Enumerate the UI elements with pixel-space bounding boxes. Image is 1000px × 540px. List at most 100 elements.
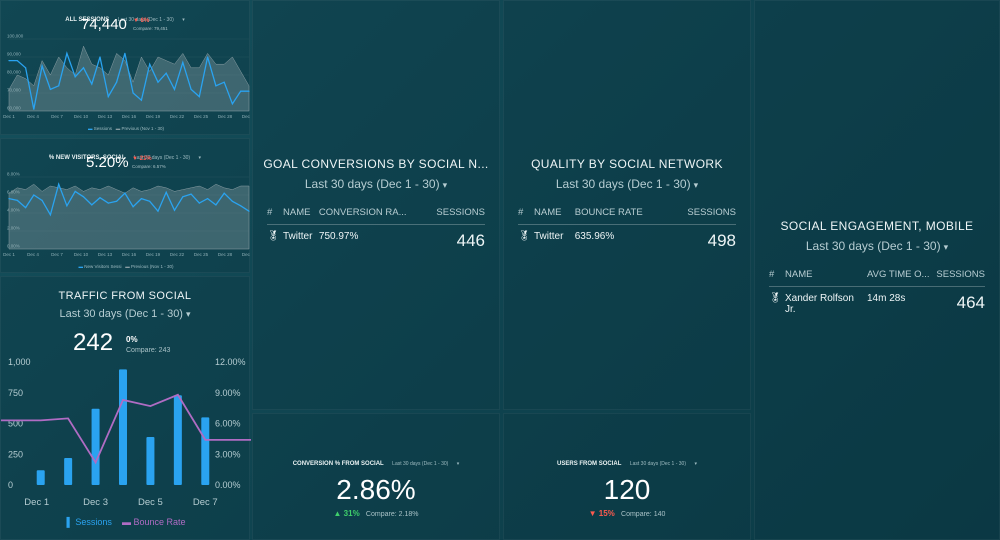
x-tick-label: Dec 10 [74,252,89,257]
x-tick-label: Dec 7 [193,497,218,507]
col-metric: CONVERSION RA... [318,203,426,225]
engagement-range-text: Last 30 days (Dec 1 - 30) [805,239,941,253]
col-sessions: SESSIONS [668,203,736,225]
y-tick-label-left: 750 [8,388,23,398]
data-point [207,198,209,200]
data-point [240,90,242,92]
y-tick-label-right: 3.00% [215,449,241,459]
traffic-range-text: Last 30 days (Dec 1 - 30) [59,308,183,320]
x-tick-label: Dec 4 [27,114,39,119]
data-point [49,88,51,90]
table-row[interactable]: 🏅︎ Xander Rolfson Jr. 14m 28s 464 [769,287,985,322]
bar [201,417,210,485]
legend-sessions: Sessions [75,517,112,527]
engagement-tile[interactable]: SOCIAL ENGAGEMENT, MOBILE Last 30 days (… [754,0,1000,540]
medal-icon: 🏅︎ [267,231,280,242]
col-name: NAME [283,203,319,225]
table-row[interactable]: 🏅︎ Twitter 635.96% 498 [518,225,736,258]
data-point [8,60,10,62]
row-name: Twitter [534,231,564,242]
bar [36,470,45,485]
col-sessions: SESSIONS [425,203,485,225]
series-line [9,51,249,110]
y-tick-label: 6.00% [7,190,20,195]
chevron-down-icon[interactable]: ▾ [198,155,202,161]
data-point [132,206,134,208]
traffic-chart: 1,000 750 500 250 0 12.00% 9.00% 6.00% 3.00% 0.00… [1,357,251,507]
data-point [115,200,118,202]
x-tick-label: Dec 28 [218,252,233,257]
all-sessions-compare: Compare: 79,451 [133,26,168,31]
new-visitors-tile[interactable]: % NEW VISITORS, SOCIAL Last 30 days (Dec… [0,138,251,273]
engagement-title: SOCIAL ENGAGEMENT, MOBILE [780,219,974,233]
data-point [248,90,250,92]
all-sessions-tile[interactable]: ALL SESSIONS Last 30 days (Dec 1 - 30) ▾… [0,0,251,135]
conversion-pct-compare: Compare: 2.18% [365,511,419,518]
quality-table: # NAME BOUNCE RATE SESSIONS 🏅︎ Twitter 6… [518,203,736,257]
x-tick-label: Dec 13 [98,252,113,257]
conversion-pct-tile[interactable]: CONVERSION % FROM SOCIAL Last 30 days (D… [252,413,500,540]
bar [91,408,100,485]
new-visitors-range[interactable]: Last 30 days (Dec 1 - 30) [133,155,191,161]
y-tick-label-left: 1,000 [8,357,31,367]
data-point [41,65,43,67]
x-tick-label: Dec 25 [194,114,209,119]
users-change: ▼ 15% Compare: 140 [504,509,750,518]
data-point [140,198,143,200]
goal-conversions-range[interactable]: Last 30 days (Dec 1 - 30) ▾ [253,177,499,191]
engagement-range[interactable]: Last 30 days (Dec 1 - 30) ▾ [755,239,999,253]
y-tick-label-right: 9.00% [215,388,241,398]
row-sessions: 464 [956,293,985,312]
data-point [173,88,176,90]
conversion-pct-delta: ▲ 31% [333,509,360,518]
quality-range[interactable]: Last 30 days (Dec 1 - 30) ▾ [504,177,750,191]
table-row[interactable]: 🏅︎ Twitter 750.97% 446 [267,225,485,258]
y-tick-label: 0.00% [7,244,20,249]
row-sessions: 446 [456,231,485,250]
y-tick-label-right: 6.00% [215,419,241,429]
goal-conversions-table: # NAME CONVERSION RA... SESSIONS 🏅︎ Twit… [267,203,485,257]
x-tick-label: Dec 16 [122,252,137,257]
all-sessions-range[interactable]: Last 30 days (Dec 1 - 30) [117,17,174,23]
conversion-pct-title: CONVERSION % FROM SOCIAL [292,461,384,467]
goal-conversions-tile[interactable]: GOAL CONVERSIONS BY SOCIAL N... Last 30 … [252,0,500,410]
conversion-pct-range[interactable]: Last 30 days (Dec 1 - 30) [392,461,449,467]
data-point [99,56,101,58]
users-tile[interactable]: USERS FROM SOCIAL Last 30 days (Dec 1 - … [503,413,751,540]
traffic-title: TRAFFIC FROM SOCIAL [58,290,192,302]
y-tick-label: 90,000 [7,52,21,57]
users-range[interactable]: Last 30 days (Dec 1 - 30) [629,461,686,467]
x-tick-label: Dec 30 [242,252,251,257]
row-metric: 14m 28s [867,293,906,304]
row-metric: 635.96% [574,231,615,242]
data-point [115,81,118,83]
all-sessions-legend: ▬ Sessions ▬ Previous (Nov 1 - 30) [87,126,165,131]
y-tick-label: 70,000 [7,88,21,93]
conversion-pct-change: ▲ 31% Compare: 2.18% [253,509,499,518]
bar [146,437,155,485]
new-visitors-value: 5.20% [86,154,129,171]
quality-tile[interactable]: QUALITY BY SOCIAL NETWORK Last 30 days (… [503,0,751,410]
all-sessions-delta: ▼ 6% [133,18,150,24]
series-line [8,182,250,217]
new-visitors-delta: ▼ 21% [132,156,152,162]
bounce-rate-line [1,393,251,465]
x-tick-label: Dec 22 [170,252,185,257]
col-rank: # [267,203,283,225]
data-point [173,209,176,211]
bar [64,457,73,485]
data-point [223,81,225,83]
y-tick-label-left: 0 [8,480,13,490]
x-tick-label: Dec 22 [170,114,185,119]
row-sessions: 498 [707,231,736,250]
traffic-tile[interactable]: TRAFFIC FROM SOCIAL Last 30 days (Dec 1 … [0,276,251,540]
x-tick-label: Dec 30 [242,114,251,119]
new-visitors-legend: ▬ New Visitors Sessi ▬ Previous (Nov 1 -… [78,264,174,269]
x-tick-label: Dec 19 [146,252,161,257]
traffic-legend: ▌ Sessions ▬ Bounce Rate [66,517,186,527]
traffic-range[interactable]: Last 30 days (Dec 1 - 30) ▾ [1,308,249,320]
data-point [215,204,217,206]
chevron-down-icon[interactable]: ▾ [456,461,460,467]
chevron-down-icon[interactable]: ▾ [182,17,185,23]
chevron-down-icon[interactable]: ▾ [694,461,697,467]
